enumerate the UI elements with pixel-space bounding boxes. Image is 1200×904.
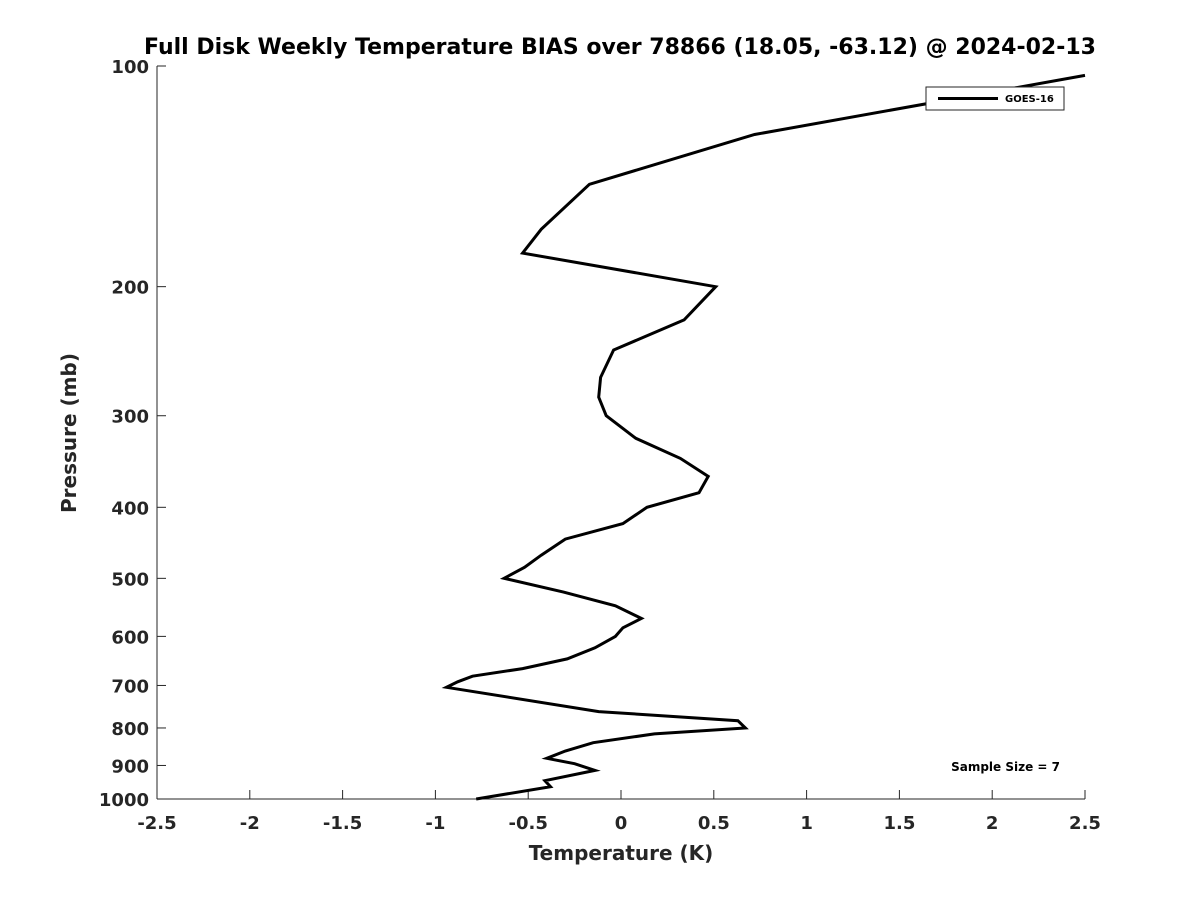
sample-size-annotation: Sample Size = 7 bbox=[951, 760, 1060, 774]
x-tick-label: -1.5 bbox=[323, 813, 362, 834]
legend-label-goes-16: GOES-16 bbox=[1005, 94, 1054, 105]
x-tick-label: 0 bbox=[615, 813, 628, 834]
y-tick-label: 300 bbox=[111, 407, 149, 428]
legend: GOES-16 bbox=[926, 87, 1064, 110]
x-tick-label: -0.5 bbox=[509, 813, 548, 834]
y-tick-label: 800 bbox=[111, 719, 149, 740]
y-axis-label: Pressure (mb) bbox=[57, 353, 81, 513]
x-axis-label: Temperature (K) bbox=[529, 841, 714, 865]
x-tick-label: -2.5 bbox=[137, 813, 176, 834]
y-tick-label: 600 bbox=[111, 627, 149, 648]
chart-title: Full Disk Weekly Temperature BIAS over 7… bbox=[144, 35, 1096, 60]
y-tick-label: 1000 bbox=[99, 790, 149, 811]
y-tick-label: 400 bbox=[111, 498, 149, 519]
x-tick-label: 1 bbox=[800, 813, 813, 834]
x-tick-label: 0.5 bbox=[698, 813, 730, 834]
x-tick-label: 2.5 bbox=[1069, 813, 1101, 834]
y-tick-label: 500 bbox=[111, 569, 149, 590]
y-tick-label: 100 bbox=[111, 57, 149, 78]
x-tick-label: 1.5 bbox=[883, 813, 915, 834]
x-tick-label: -2 bbox=[240, 813, 260, 834]
x-tick-label: -1 bbox=[425, 813, 445, 834]
x-tick-label: 2 bbox=[986, 813, 999, 834]
y-tick-label: 200 bbox=[111, 278, 149, 299]
y-tick-label: 700 bbox=[111, 676, 149, 697]
y-tick-label: 900 bbox=[111, 756, 149, 777]
